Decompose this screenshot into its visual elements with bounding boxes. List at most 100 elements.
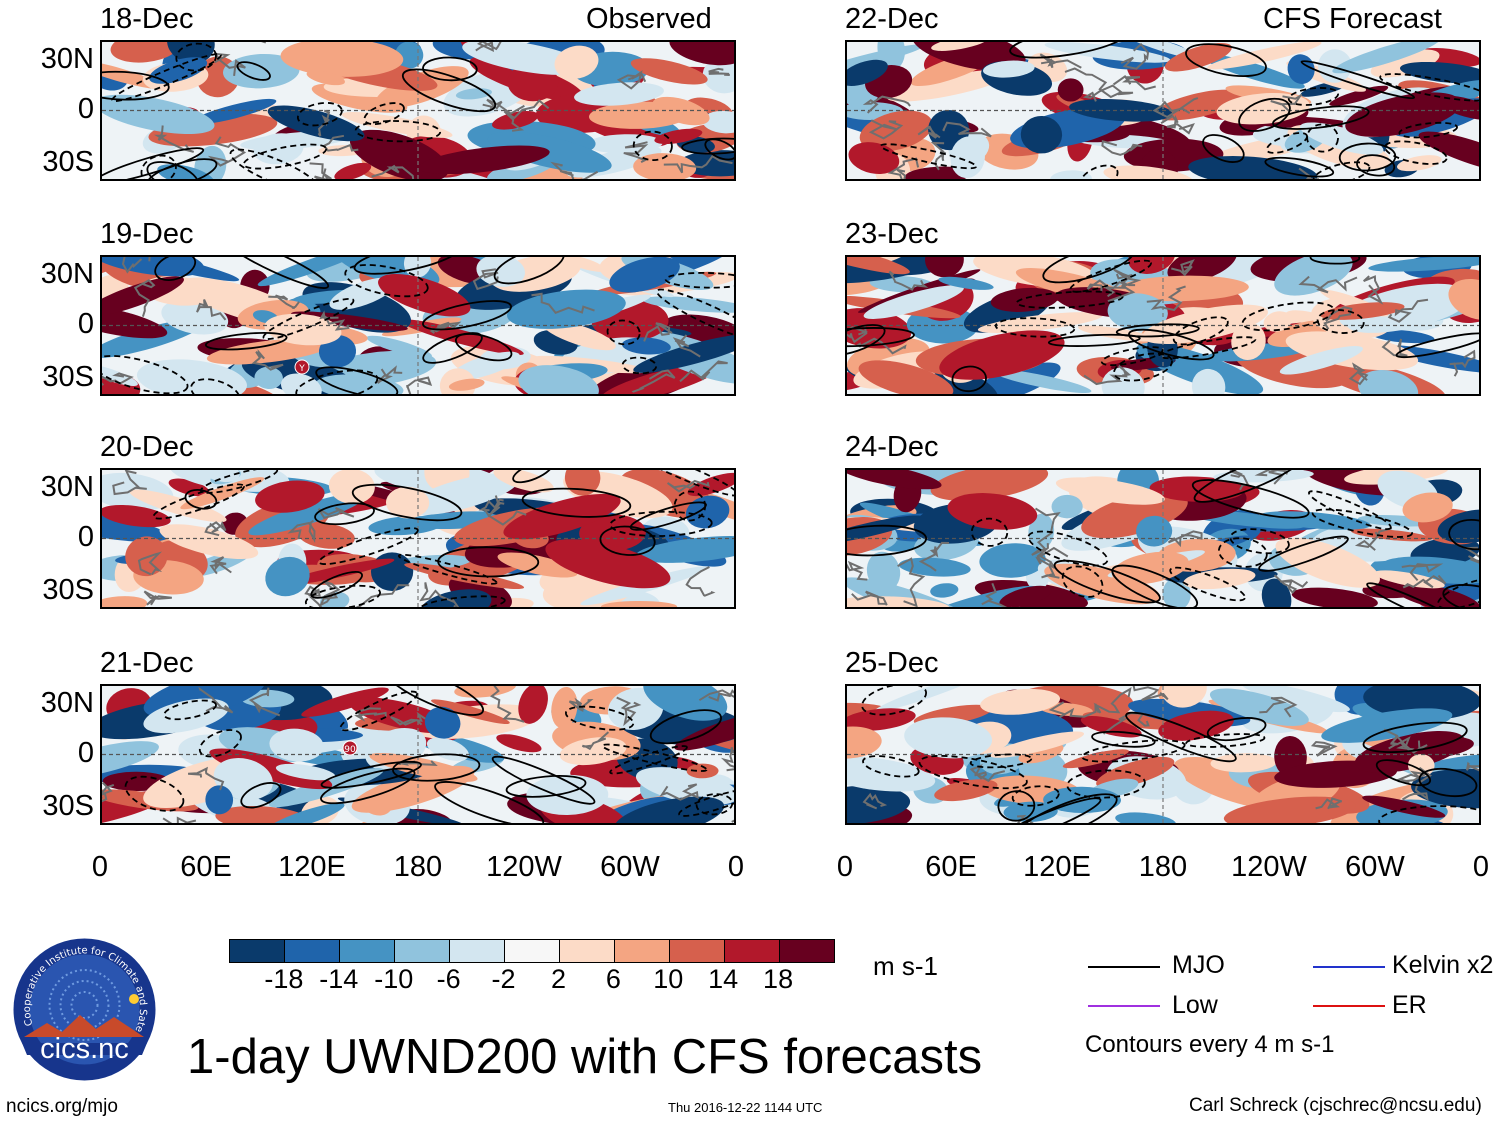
anomaly-blob xyxy=(275,763,336,781)
mjo-contour xyxy=(229,148,320,179)
colorbar xyxy=(229,939,835,963)
coastline xyxy=(503,99,550,132)
coastline xyxy=(1298,275,1358,294)
lat-tick-label: 30N xyxy=(40,258,94,290)
anomaly-blob xyxy=(448,378,485,391)
anomaly-blob xyxy=(1448,279,1479,320)
lat-tick-label: 0 xyxy=(77,521,94,553)
coastline xyxy=(581,731,610,751)
anomaly-blob xyxy=(369,752,478,782)
lon-tick-label: 120W xyxy=(486,851,562,883)
mjo-contour xyxy=(102,147,205,179)
mjo-contour xyxy=(704,138,734,161)
coastline xyxy=(659,783,699,801)
coastline xyxy=(623,141,649,163)
coastline xyxy=(133,279,156,318)
footer-url[interactable]: ncics.org/mjo xyxy=(6,1096,118,1117)
anomaly-blob xyxy=(1210,753,1277,773)
coastline xyxy=(1132,686,1169,701)
anomaly-blob xyxy=(1207,42,1322,70)
mjo-contour xyxy=(1338,142,1397,172)
anomaly-blob xyxy=(143,698,229,734)
coastline xyxy=(355,584,410,607)
anomaly-blob xyxy=(847,785,911,823)
anomaly-blob xyxy=(1020,115,1063,154)
anomaly-blob xyxy=(1321,708,1453,743)
coastline xyxy=(390,711,426,726)
mjo-contour xyxy=(996,797,1102,823)
coastline xyxy=(198,686,234,714)
mjo-contour xyxy=(318,527,419,565)
mjo-contour xyxy=(1218,537,1268,568)
coastline xyxy=(643,322,673,342)
anomaly-blob xyxy=(925,257,964,278)
anomaly-blob xyxy=(982,60,1035,78)
lat-tick-label: 0 xyxy=(77,737,94,769)
anomaly-blob xyxy=(847,596,950,607)
anomaly-map xyxy=(100,40,736,181)
anomaly-blob xyxy=(306,70,345,86)
mjo-contour xyxy=(1311,508,1413,538)
mjo-contour xyxy=(1287,87,1340,106)
mjo-contour xyxy=(621,356,658,375)
anomaly-blob xyxy=(1161,686,1207,708)
anomaly-map xyxy=(845,40,1481,181)
anomaly-blob xyxy=(1299,122,1384,155)
legend-mjo-line xyxy=(1088,966,1160,968)
mjo-contour xyxy=(454,333,513,362)
mjo-contour xyxy=(599,525,656,556)
anomaly-blob xyxy=(904,166,970,179)
anomaly-blob xyxy=(931,42,989,51)
coastline xyxy=(897,557,926,607)
mjo-contour xyxy=(102,355,189,394)
mjo-contour xyxy=(1442,584,1479,607)
mjo-contour xyxy=(847,327,915,348)
coastline xyxy=(1387,298,1429,323)
mjo-contour xyxy=(392,753,481,782)
anomaly-blob xyxy=(1231,322,1266,360)
coastline xyxy=(371,164,415,179)
anomaly-blob xyxy=(551,686,578,729)
mjo-contour xyxy=(1375,759,1432,787)
lon-tick-label: 0 xyxy=(727,851,745,883)
anomaly-blob xyxy=(633,153,697,179)
coastline xyxy=(1465,761,1479,772)
coastline xyxy=(317,109,331,137)
storm-marker: Y xyxy=(294,359,310,375)
anomaly-blob xyxy=(102,596,148,607)
anomaly-blob xyxy=(1158,710,1234,741)
mjo-contour xyxy=(1306,123,1339,153)
anomaly-blob xyxy=(980,688,1061,715)
mjo-contour xyxy=(314,502,375,526)
mjo-contour xyxy=(861,686,927,716)
anomaly-blob xyxy=(652,96,710,126)
mjo-contour xyxy=(681,137,734,155)
anomaly-blob xyxy=(206,338,331,365)
colorbar-swatch xyxy=(504,940,559,962)
lat-tick-label: 30S xyxy=(42,361,94,393)
anomaly-blob xyxy=(643,686,728,721)
panel-date-20-dec: 20-Dec xyxy=(100,431,194,463)
anomaly-blob xyxy=(1111,551,1189,585)
coastline xyxy=(406,376,433,394)
cics-logo[interactable]: Cooperative Institute for Climate and Sa… xyxy=(9,929,157,1082)
coastline xyxy=(207,136,247,167)
coastline xyxy=(482,98,525,115)
coastline xyxy=(685,566,716,597)
anomaly-blob xyxy=(1154,89,1244,121)
anomaly-blob xyxy=(685,495,730,529)
coastline xyxy=(851,590,888,606)
anomaly-blob xyxy=(1291,587,1378,607)
mjo-contour xyxy=(564,705,635,731)
coastline xyxy=(317,506,355,519)
anomaly-blob xyxy=(1418,131,1479,174)
anomaly-blob xyxy=(1371,329,1435,344)
mjo-contour xyxy=(320,767,416,805)
coastline xyxy=(322,134,359,152)
coastline xyxy=(478,498,504,518)
anomaly-blob xyxy=(110,42,180,63)
mjo-contour xyxy=(1125,711,1237,763)
coastline xyxy=(112,470,147,496)
coastline xyxy=(489,686,525,723)
colorbar-swatch xyxy=(449,940,504,962)
